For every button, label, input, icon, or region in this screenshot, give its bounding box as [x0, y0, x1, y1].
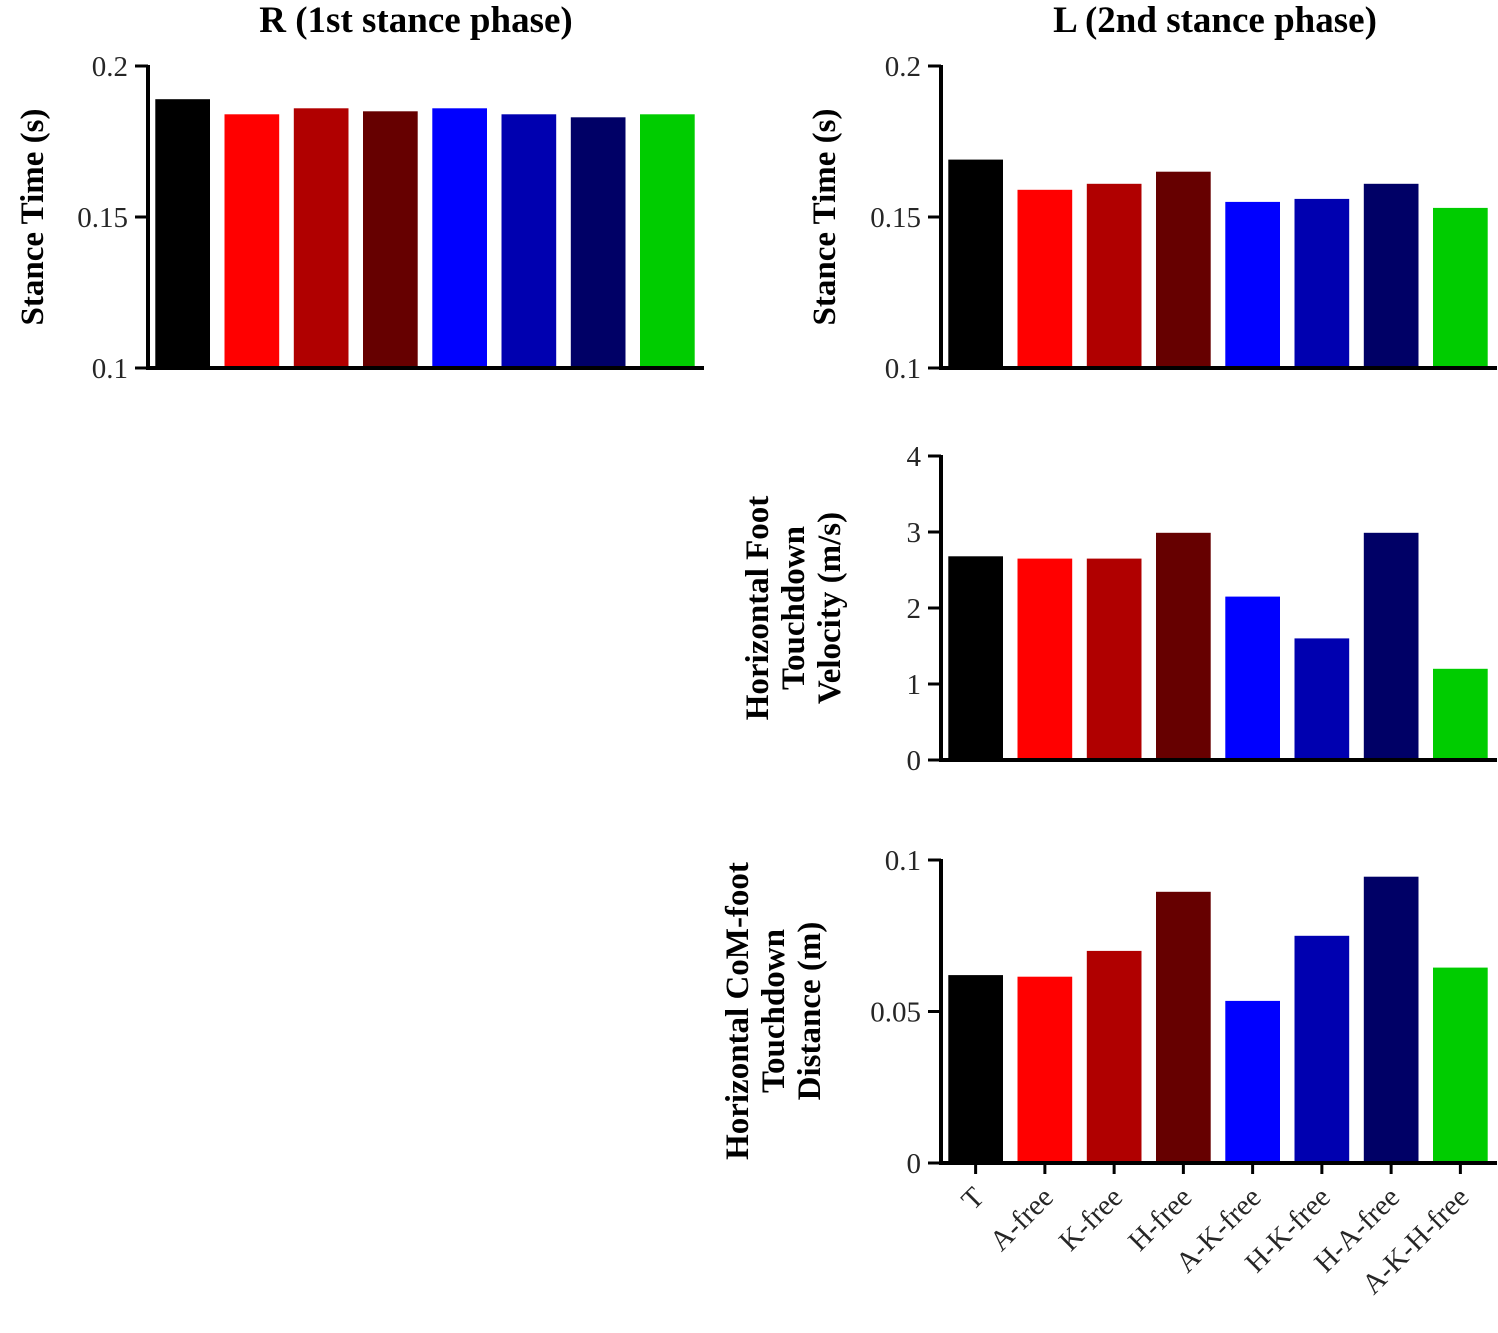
y-tick-label: 0.05: [870, 997, 921, 1029]
y-tick-label: 4: [907, 441, 922, 473]
y-axis-label: Horizontal CoM-footTouchdownDistance (m): [720, 862, 828, 1160]
bar-t: [948, 556, 1003, 760]
y-axis-label-line: Velocity (m/s): [812, 512, 848, 704]
bar-h-free: [1156, 171, 1211, 368]
y-axis-label-line: Horizontal CoM-foot: [720, 862, 756, 1160]
y-tick-label: 0.1: [92, 353, 128, 385]
bar-h-k-free: [1294, 198, 1350, 368]
bar-a-k-h-free: [1433, 207, 1488, 368]
bar-a-k-free: [1225, 201, 1280, 368]
bar-a-k-h-free: [1433, 967, 1488, 1163]
y-tick-label: 0: [907, 745, 922, 777]
y-tick-label: 0.1: [885, 353, 921, 385]
bar-a-free: [1017, 189, 1073, 368]
x-tick-label: A-free: [984, 1181, 1060, 1257]
x-tick-label: K-free: [1053, 1181, 1129, 1257]
bar-h-k-free: [1294, 638, 1350, 760]
y-tick-label: 2: [907, 593, 922, 625]
chart-title: L (2nd stance phase): [1053, 0, 1377, 41]
bar-h-a-free: [1363, 876, 1419, 1163]
y-axis-label: Stance Time (s): [15, 109, 51, 326]
chart-4: TA-freeK-freeH-freeA-K-freeH-K-freeH-A-f…: [720, 845, 1497, 1301]
y-tick-label: 0: [907, 1148, 922, 1180]
bar-h-free: [1156, 532, 1211, 760]
y-axis-label-line: Touchdown: [756, 929, 792, 1093]
y-axis-label-line: Distance (m): [792, 922, 828, 1101]
bar-h-a-free: [570, 117, 626, 368]
bar-k-free: [293, 108, 349, 369]
bar-a-k-free: [432, 108, 487, 369]
bar-a-k-free: [1225, 596, 1280, 760]
y-tick-label: 0.15: [77, 202, 128, 234]
bar-a-k-h-free: [640, 114, 695, 368]
bar-a-k-h-free: [1433, 668, 1488, 760]
y-tick-label: 1: [907, 669, 922, 701]
bar-h-free: [363, 111, 418, 369]
y-tick-label: 0.2: [92, 51, 128, 83]
y-axis-label-line: Stance Time (s): [15, 109, 51, 326]
bar-k-free: [1086, 950, 1142, 1163]
y-axis-label: Horizontal FootTouchdownVelocity (m/s): [740, 496, 848, 721]
y-axis-label-line: Stance Time (s): [807, 109, 843, 326]
bar-t: [948, 975, 1003, 1163]
bar-t: [948, 159, 1003, 368]
bar-a-free: [1017, 558, 1073, 760]
bar-a-free: [224, 114, 280, 368]
bar-a-free: [1017, 976, 1073, 1163]
bar-k-free: [1086, 558, 1142, 760]
y-tick-label: 3: [907, 517, 922, 549]
chart-title: R (1st stance phase): [259, 0, 572, 41]
y-tick-label: 0.15: [870, 202, 921, 234]
y-axis-label: Stance Time (s): [807, 109, 843, 326]
bar-k-free: [1086, 183, 1142, 368]
bar-h-k-free: [1294, 935, 1350, 1164]
chart-3: 0 1 2 3 4 Horizontal FootTouchdownVelocity (m…: [740, 441, 1497, 777]
bar-h-a-free: [1363, 183, 1419, 368]
y-tick-label: 0.2: [885, 51, 921, 83]
bar-h-free: [1156, 891, 1211, 1163]
x-tick-label: T: [955, 1181, 990, 1216]
y-tick-label: 0.1: [885, 845, 921, 877]
y-axis-label-line: Touchdown: [776, 526, 812, 690]
chart-1: R (1st stance phase) 0.1 0.15 0.2 Stance Tim…: [15, 0, 704, 385]
bar-a-k-free: [1225, 1000, 1280, 1163]
bar-h-a-free: [1363, 532, 1419, 760]
bar-t: [155, 99, 210, 368]
chart-2: L (2nd stance phase) 0.1 0.15 0.2 Stance Tim…: [807, 0, 1497, 385]
y-axis-label-line: Horizontal Foot: [740, 496, 776, 721]
bar-h-k-free: [501, 114, 557, 368]
